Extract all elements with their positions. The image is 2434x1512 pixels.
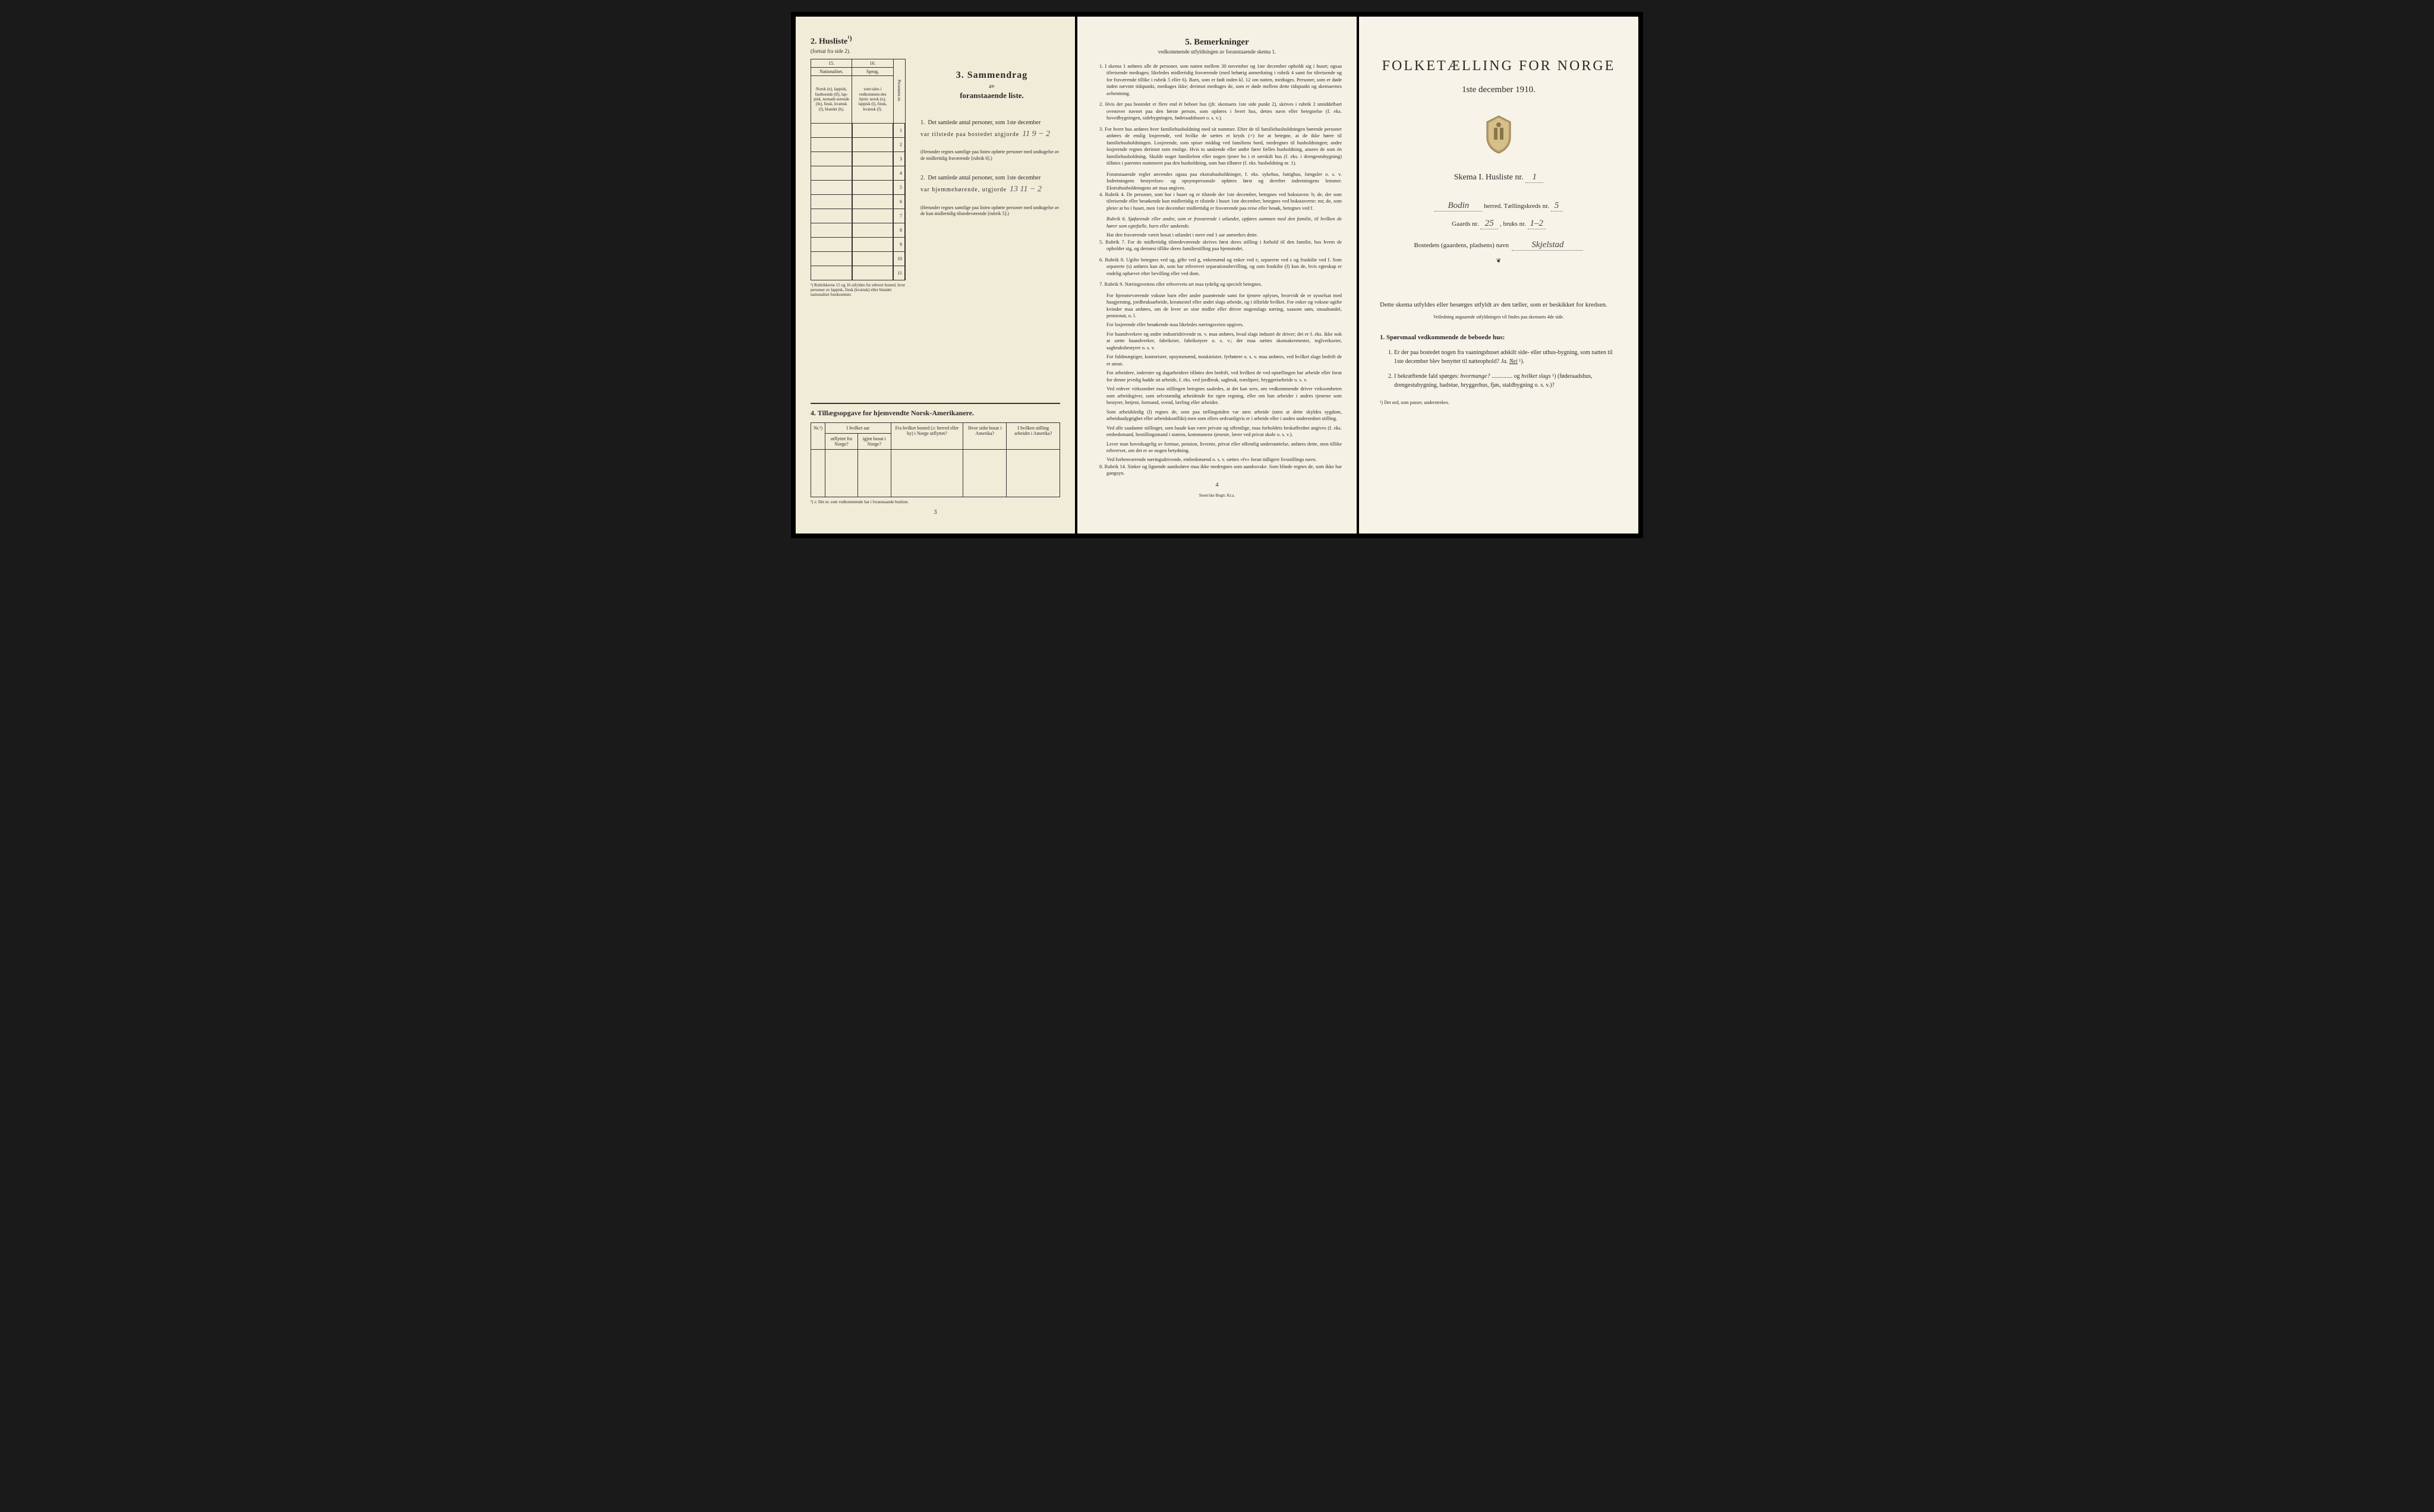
remark-item: Rubrik 8. Ugifte betegnes ved ug, gifte …: [1099, 257, 1342, 277]
table-row: 6: [811, 194, 906, 209]
table-row: 8: [811, 223, 906, 237]
section-5-sub: vedkommende utfyldningen av foranstaaend…: [1092, 49, 1342, 55]
item1-value: 11 9 − 2: [1022, 130, 1050, 138]
section-3-sammendrag: 3. Sammendrag av foranstaaende liste. 1.…: [920, 70, 1063, 225]
bruks-val: 1–2: [1528, 219, 1546, 229]
th-stilling: I hvilken stilling arbeidet i Amerika?: [1007, 422, 1060, 449]
section-4-tillaeg: 4. Tillægsopgave for hjemvendte Norsk-Am…: [811, 403, 1060, 516]
right-footnote: ¹) Det ord, som passer, understrekes.: [1380, 399, 1618, 406]
item2-value: 13 11 − 2: [1010, 185, 1042, 194]
section-3-title: 3. Sammendrag: [920, 70, 1063, 81]
th-bosted: Fra hvilket bosted (ɔ: herred eller by) …: [891, 422, 963, 449]
page-left: 2. Husliste¹) (fortsat fra side 2). 15. …: [796, 17, 1075, 534]
husliste-footnote: ¹) Rubrikkerne 15 og 16 utfyldes for eth…: [811, 283, 906, 298]
table-row: 2: [811, 137, 906, 151]
skema-line: Skema I. Husliste nr. 1: [1374, 172, 1623, 183]
list-item: I bekræftende fald spørges: hvormange? .…: [1394, 372, 1618, 390]
item2-note: (Herunder regnes samtlige paa listen opf…: [920, 205, 1063, 217]
item1-note: (Herunder regnes samtlige paa listen opf…: [920, 149, 1063, 162]
remark-item: Rubrik 4. De personer, som bor i huset o…: [1099, 191, 1342, 212]
col-16-body: som tales i vedkommen-des hjem: norsk (n…: [852, 75, 893, 123]
ornament-icon: ❦: [1374, 258, 1623, 264]
section-4-title: 4. Tillægsopgave for hjemvendte Norsk-Am…: [811, 403, 1060, 418]
q1-title: 1. Spørsmaal vedkommende de beboede hus:: [1380, 333, 1618, 343]
bosted-val: Skjelstad: [1512, 240, 1583, 251]
gaards-val: 25: [1480, 219, 1498, 229]
page-num-4: 4: [1092, 482, 1342, 488]
husliste-table: 15. 16. Personens nr. Nationalitet. Spro…: [811, 59, 906, 280]
table-row: 1: [811, 123, 906, 137]
page-right: FOLKETÆLLING FOR NORGE 1ste december 191…: [1359, 17, 1638, 534]
remarks-list: I skema 1 anføres alle de personer, som …: [1092, 63, 1342, 477]
section-5-title: 5. Bemerkninger: [1092, 37, 1342, 48]
section-3-sub2: foranstaaende liste.: [920, 91, 1063, 100]
page-num-3: 3: [811, 509, 1060, 516]
section-4-footnote: ²) ɔ: Det nr. som vedkommende har i fora…: [811, 500, 1060, 504]
col-16-head: Sprog,: [852, 67, 893, 75]
gaards-line: Gaards nr. 25 , bruks nr. 1–2: [1374, 219, 1623, 229]
herred-line: Bodin herred. Tællingskreds nr. 5: [1374, 201, 1623, 212]
remark-item: I skema 1 anføres alle de personer, som …: [1099, 63, 1342, 97]
th-nr: Nr.²): [811, 422, 825, 449]
right-body: Dette skema utfyldes eller besørges utfy…: [1374, 300, 1623, 406]
page-middle: 5. Bemerkninger vedkommende utfyldningen…: [1077, 17, 1357, 534]
table-row: 10: [811, 251, 906, 266]
remark-item: For hvert hus anføres hver familiehushol…: [1099, 126, 1342, 167]
table-row: 9: [811, 237, 906, 251]
date-line: 1ste december 1910.: [1374, 85, 1623, 95]
kreds-val: 5: [1551, 201, 1563, 212]
th-aar: I hvilket aar: [825, 422, 891, 433]
col-nr: Personens nr.: [893, 59, 905, 123]
herred-val: Bodin: [1434, 201, 1482, 212]
item1: 1. Det samlede antal personer, som 1ste …: [920, 118, 1063, 141]
table-row: 7: [811, 209, 906, 223]
main-title: FOLKETÆLLING FOR NORGE: [1374, 58, 1623, 74]
th-utflyttet: utflyttet fra Norge?: [825, 433, 858, 449]
veiled-text: Veiledning angaaende utfyldningen vil fi…: [1380, 314, 1618, 321]
section-5-header: 5. Bemerkninger vedkommende utfyldningen…: [1092, 34, 1342, 55]
husliste-subtitle: (fortsat fra side 2).: [811, 48, 1060, 54]
item2: 2. Det samlede antal personer, som 1ste …: [920, 173, 1063, 196]
skema-val: 1: [1525, 172, 1543, 183]
table-row: 11: [811, 266, 906, 280]
remark-item: Rubrik 14. Sinker og lignende aandssløve…: [1099, 463, 1342, 477]
col-16-num: 16.: [852, 59, 893, 67]
remark-item: Rubrik 9. Næringsveiens eller erhvervets…: [1099, 281, 1342, 288]
col-15-head: Nationalitet.: [811, 67, 852, 75]
th-igjen: igjen bosat i Norge?: [857, 433, 891, 449]
th-sidst: Hvor sidst bosat i Amerika?: [963, 422, 1007, 449]
table-row: 3: [811, 151, 906, 166]
coat-of-arms-icon: [1481, 113, 1516, 154]
remark-item: Rubrik 7. For de midlertidig tilstedevær…: [1099, 239, 1342, 252]
col-15-num: 15.: [811, 59, 852, 67]
remark-item: Hvis der paa bostedet er flere end ét be…: [1099, 101, 1342, 121]
husliste-title: 2. Husliste¹): [811, 34, 1060, 47]
bosted-line: Bostedets (gaardens, pladsens) navn Skje…: [1374, 240, 1623, 251]
section-3-sub1: av: [920, 83, 1063, 90]
table-row: 4: [811, 166, 906, 180]
intro-text: Dette skema utfyldes eller besørges utfy…: [1380, 300, 1618, 310]
table-row: 5: [811, 180, 906, 194]
tillaeg-table: Nr.²) I hvilket aar Fra hvilket bosted (…: [811, 422, 1060, 497]
list-item: Er der paa bostedet nogen fra vaaningshu…: [1394, 348, 1618, 366]
col-15-body: Norsk (n), lappisk, fastboende (lf), lap…: [811, 75, 852, 123]
printer-note: Steen'ske Bogtr. Kr.a.: [1092, 493, 1342, 498]
